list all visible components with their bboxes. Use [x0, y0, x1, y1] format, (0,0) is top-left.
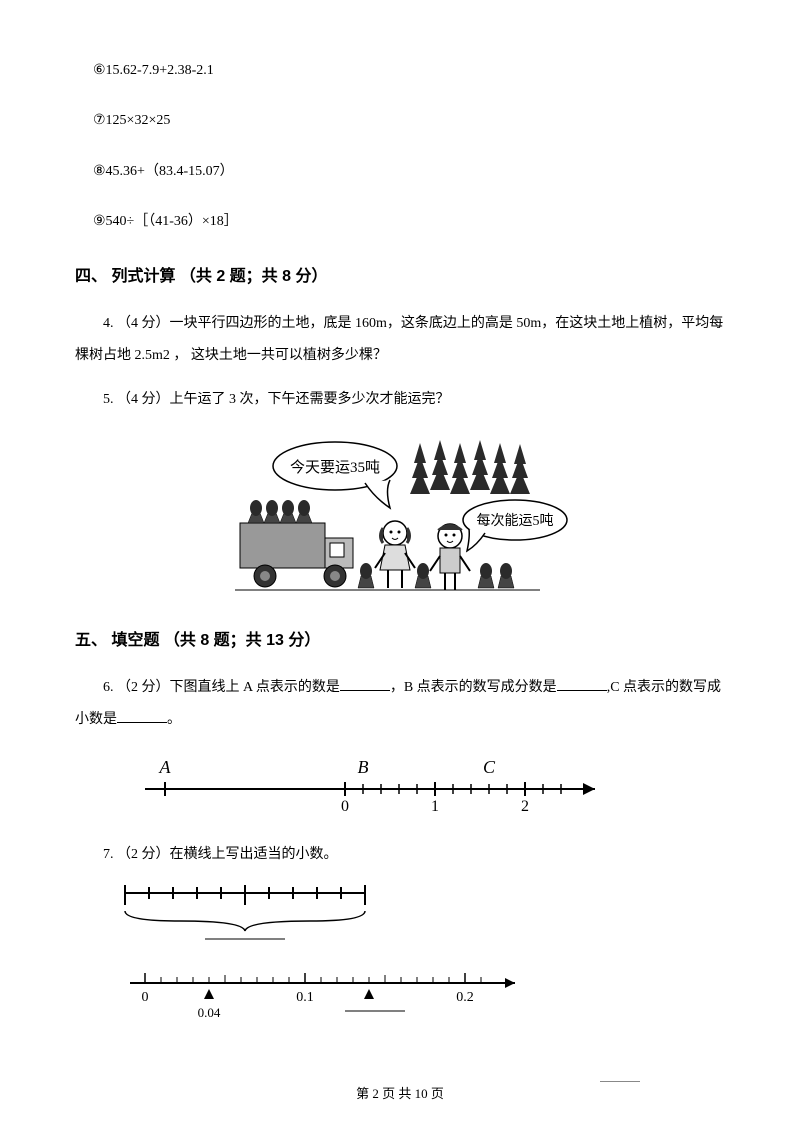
section-5-header: 五、 填空题 （共 8 题；共 13 分）	[75, 626, 725, 650]
bubble-1-text: 今天要运35吨	[290, 459, 380, 476]
corner-mark	[600, 1081, 640, 1082]
question-6: 6. （2 分）下图直线上 A 点表示的数是，B 点表示的数写成分数是,C 点表…	[75, 672, 725, 736]
tick2-2: 0.2	[456, 990, 474, 1005]
label-b: B	[358, 757, 369, 777]
tick-1: 1	[431, 798, 439, 815]
label-c: C	[483, 757, 496, 777]
tick2-0: 0	[142, 990, 149, 1005]
bubble-2-text: 每次能运5吨	[477, 513, 554, 529]
problem-8: ⑧45.36+（83.4-15.07）	[75, 161, 725, 183]
number-line-decimal: 0 0.1 0.2 0.04	[115, 953, 535, 1033]
q6-text-2: ，B 点表示的数写成分数是	[390, 680, 557, 695]
problem-9: ⑨540÷［（41-36）×18］	[75, 211, 725, 233]
tick2-1: 0.1	[296, 990, 314, 1005]
section-4-header: 四、 列式计算 （共 2 题；共 8 分）	[75, 262, 725, 286]
ruler-diagram	[115, 883, 395, 943]
problem-7: ⑦125×32×25	[75, 110, 725, 132]
blank-3	[117, 709, 167, 723]
number-line-abc: A B C 0 1 2	[135, 749, 615, 819]
question-7: 7. （2 分）在横线上写出适当的小数。	[75, 839, 725, 871]
truck-illustration: 今天要运35吨 每次能运5吨	[230, 428, 570, 608]
blank-2	[557, 677, 607, 691]
question-4: 4. （4 分）一块平行四边形的土地，底是 160m，这条底边上的高是 50m，…	[75, 308, 725, 372]
question-5: 5. （4 分）上午运了 3 次，下午还需要多少次才能运完？	[75, 384, 725, 416]
label-a: A	[159, 757, 172, 777]
problem-6: ⑥15.62-7.9+2.38-2.1	[75, 60, 725, 82]
q6-text-1: 6. （2 分）下图直线上 A 点表示的数是	[103, 680, 340, 695]
marker-label: 0.04	[198, 1005, 221, 1020]
q6-text-4: 。	[167, 712, 181, 727]
tick-2: 2	[521, 798, 529, 815]
page-footer: 第 2 页 共 10 页	[0, 1083, 800, 1102]
blank-1	[340, 677, 390, 691]
tick-0: 0	[341, 798, 349, 815]
